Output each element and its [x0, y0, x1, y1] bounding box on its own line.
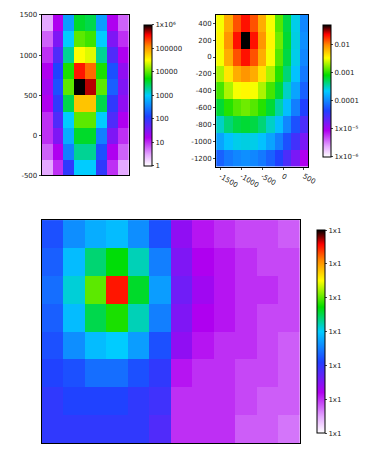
svg-text:-1200: -1200 [191, 155, 211, 163]
svg-text:0.0001: 0.0001 [334, 97, 359, 105]
svg-text:-1000: -1000 [238, 172, 260, 189]
svg-text:-400: -400 [196, 87, 212, 95]
svg-text:1x1: 1x1 [328, 362, 341, 370]
svg-text:10000: 10000 [155, 68, 177, 76]
svg-text:200: 200 [198, 37, 211, 45]
svg-text:-200: -200 [196, 70, 212, 78]
svg-text:0: 0 [33, 132, 37, 140]
svg-text:-500: -500 [21, 172, 37, 180]
svg-text:1000: 1000 [155, 92, 173, 100]
svg-text:500: 500 [24, 92, 37, 100]
svg-text:1x10⁶: 1x10⁶ [155, 21, 176, 29]
svg-text:1x1: 1x1 [328, 430, 341, 438]
svg-text:-1000: -1000 [191, 138, 211, 146]
svg-text:500: 500 [301, 172, 317, 186]
svg-text:1000: 1000 [19, 52, 37, 60]
svg-text:-500: -500 [259, 172, 277, 187]
svg-text:-1500: -1500 [218, 172, 240, 189]
svg-text:0.001: 0.001 [334, 69, 354, 77]
svg-text:1: 1 [155, 162, 159, 170]
svg-text:1x1: 1x1 [328, 328, 341, 336]
svg-text:1x10⁻⁶: 1x10⁻⁶ [334, 153, 358, 161]
svg-text:1x1: 1x1 [328, 227, 341, 235]
svg-text:0: 0 [207, 53, 211, 61]
svg-text:10: 10 [155, 139, 164, 147]
svg-text:1x10⁻⁵: 1x10⁻⁵ [334, 125, 358, 133]
svg-text:100: 100 [155, 115, 168, 123]
svg-text:100000: 100000 [155, 45, 182, 53]
svg-text:1x1: 1x1 [328, 294, 341, 302]
svg-text:1x1: 1x1 [328, 396, 341, 404]
svg-text:-800: -800 [196, 121, 212, 129]
svg-text:-600: -600 [196, 104, 212, 112]
svg-text:0: 0 [280, 172, 288, 181]
svg-text:1500: 1500 [19, 11, 37, 19]
svg-text:0.01: 0.01 [334, 41, 350, 49]
svg-text:400: 400 [198, 20, 211, 28]
svg-text:1x1: 1x1 [328, 260, 341, 268]
